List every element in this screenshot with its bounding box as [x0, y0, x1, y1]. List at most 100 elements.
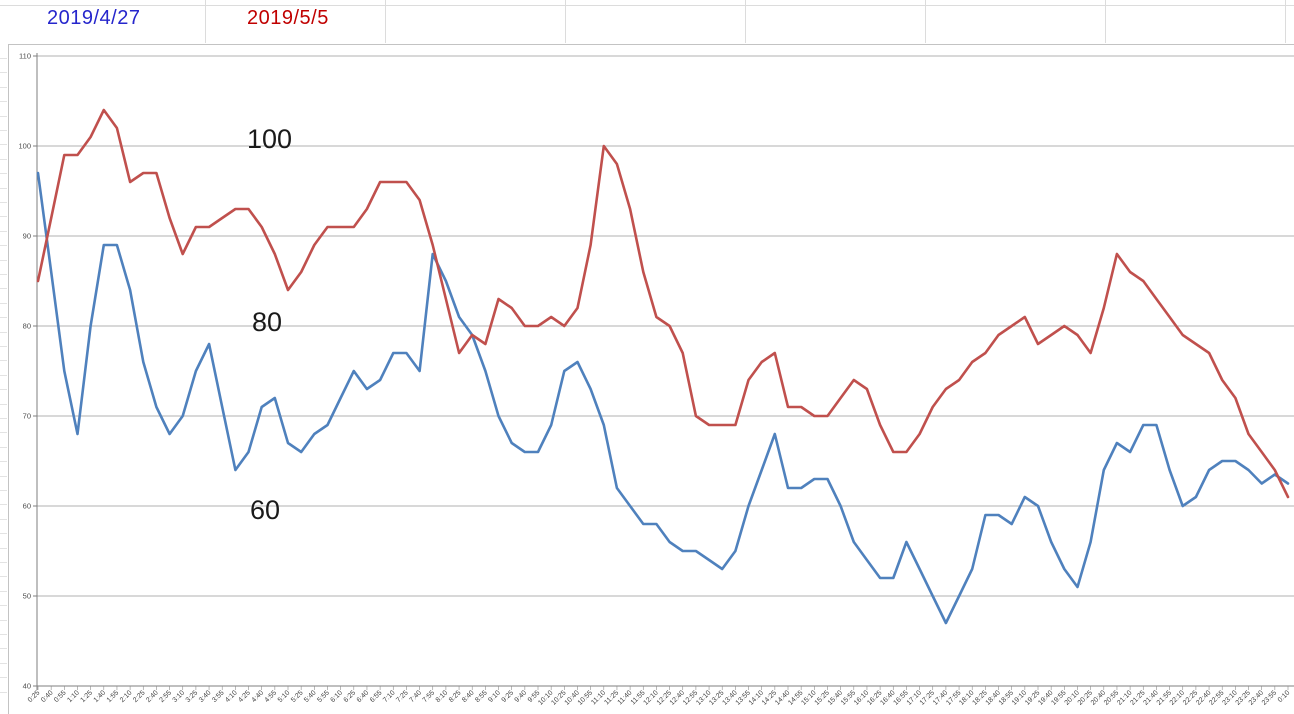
y-axis-tick-label: 90 [23, 232, 31, 241]
x-axis-tick-label: 6:55 [369, 689, 384, 704]
cell-border [0, 288, 7, 290]
cell-border [0, 230, 7, 232]
x-axis-tick-label: 2:40 [145, 689, 160, 704]
x-axis-tick-label: 5:10 [277, 689, 292, 704]
x-axis-tick-label: 7:10 [382, 689, 397, 704]
cell-border [0, 317, 7, 319]
cell-border [0, 101, 7, 103]
chart-border-left [8, 44, 9, 714]
inner-scale-label-80: 80 [252, 307, 283, 337]
x-axis-tick-label: 3:40 [198, 689, 213, 704]
cell-border [0, 5, 1294, 6]
legend-series2-cell[interactable]: 2019/5/5 [247, 7, 329, 29]
y-axis-tick-label: 40 [23, 682, 31, 691]
series-line-2019-4-27[interactable] [36, 171, 1290, 625]
cell-border [0, 576, 7, 578]
cell-border [0, 173, 7, 175]
cell-border [745, 0, 746, 43]
cell-border [0, 403, 7, 405]
x-axis-tick-label: 6:40 [356, 689, 371, 704]
x-axis-tick-label: 3:55 [211, 689, 226, 704]
x-axis-tick-label: 4:25 [237, 689, 252, 704]
cell-border [0, 677, 7, 679]
cell-border [0, 360, 7, 362]
legend-series1-cell[interactable]: 2019/4/27 [47, 7, 141, 29]
x-axis-tick-label: 6:10 [329, 689, 344, 704]
x-axis-tick-label: 2:55 [158, 689, 173, 704]
cell-border [0, 590, 7, 592]
cell-border [0, 144, 7, 146]
x-axis-tick-label: 4:40 [251, 689, 266, 704]
cell-border [0, 547, 7, 549]
cell-border [1285, 0, 1286, 43]
x-axis-tick-label: 7:55 [422, 689, 437, 704]
cell-border [385, 0, 386, 43]
x-axis-tick-label: 1:25 [79, 689, 94, 704]
cell-border [0, 634, 7, 635]
cell-border [0, 216, 7, 218]
x-axis-tick-label: 5:25 [290, 689, 305, 704]
cell-border [0, 562, 7, 563]
series-line-2019-5-5[interactable] [36, 108, 1290, 499]
cell-border [0, 619, 7, 621]
x-axis-tick-label: 0:40 [40, 689, 55, 704]
cell-border [0, 461, 7, 463]
cell-border [0, 72, 7, 74]
y-axis-tick-label: 50 [23, 592, 31, 601]
cell-border [0, 605, 7, 607]
cell-border [0, 475, 7, 477]
x-axis-tick-label: 7:40 [408, 689, 423, 704]
cell-border [0, 346, 7, 347]
cell-border [0, 648, 7, 650]
x-axis-tick-label: 10:55 [577, 689, 594, 706]
cell-border [0, 418, 7, 419]
cell-border [0, 662, 7, 664]
x-axis-tick-label: 5:55 [316, 689, 331, 704]
cell-border [0, 58, 7, 59]
cell-border [0, 504, 7, 506]
y-axis-tick-label: 100 [18, 142, 31, 151]
cell-border [0, 130, 7, 131]
cell-border [0, 389, 7, 391]
x-axis-tick-label: 9:25 [501, 689, 516, 704]
cell-border [0, 533, 7, 535]
cell-border [0, 432, 7, 434]
cell-border [1105, 0, 1106, 43]
x-axis-tick-label: 2:10 [119, 689, 134, 704]
cell-border [0, 245, 7, 247]
cell-border [0, 202, 7, 203]
inner-scale-label-60: 60 [250, 495, 281, 525]
y-axis-tick-label: 60 [23, 502, 31, 511]
cell-border [0, 374, 7, 376]
x-axis-tick-label: 6:25 [343, 689, 358, 704]
cell-border [0, 446, 7, 448]
x-axis-tick-label: 3:25 [185, 689, 200, 704]
cell-border [0, 490, 7, 491]
x-axis-tick-label: 8:40 [461, 689, 476, 704]
x-axis-tick-label: 8:10 [435, 689, 450, 704]
x-axis-tick-label: 0:10 [1277, 689, 1292, 704]
x-axis-tick-label: 3:10 [172, 689, 187, 704]
x-axis-tick-label: 0:55 [53, 689, 68, 704]
x-axis-tick-label: 0:25 [27, 689, 42, 704]
x-axis-tick-label: 1:10 [66, 689, 81, 704]
chart-border-top [8, 44, 1294, 45]
x-axis-tick-label: 1:55 [106, 689, 121, 704]
cell-border [0, 274, 7, 275]
cell-border [0, 115, 7, 117]
x-axis-tick-label: 9:40 [514, 689, 529, 704]
y-axis-tick-label: 110 [19, 52, 31, 61]
cell-border [0, 187, 7, 189]
cell-border [205, 0, 206, 43]
cell-border [0, 331, 7, 333]
cell-border [0, 302, 7, 304]
cell-border [925, 0, 926, 43]
x-axis-tick-label: 4:10 [224, 689, 239, 704]
inner-scale-label-100: 100 [247, 124, 293, 154]
x-axis-tick-label: 1:40 [93, 689, 108, 704]
cell-border [0, 158, 7, 160]
x-axis-tick-label: 8:55 [474, 689, 489, 704]
cell-border [0, 691, 7, 693]
